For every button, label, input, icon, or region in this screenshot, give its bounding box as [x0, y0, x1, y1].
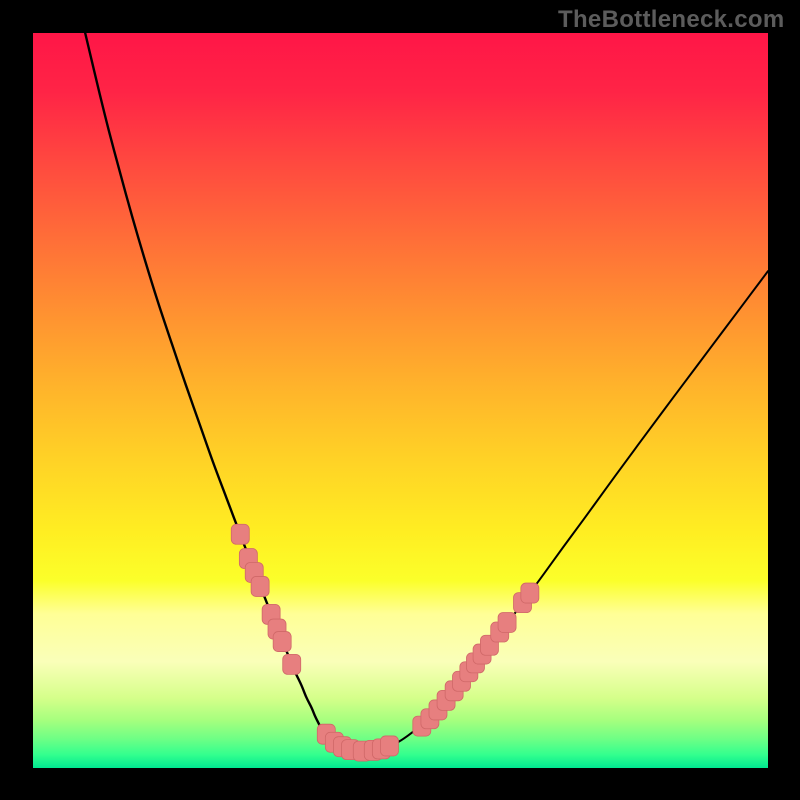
marker-left-arm-7	[283, 654, 301, 674]
marker-right-arm-11	[498, 612, 516, 632]
marker-left-arm-6	[273, 632, 291, 652]
curve-right	[355, 271, 768, 751]
watermark-text: TheBottleneck.com	[558, 6, 784, 34]
marker-right-arm-13	[521, 583, 539, 603]
curve-overlay	[33, 33, 768, 768]
marker-bottom-cluster-7	[380, 736, 398, 756]
marker-left-arm-3	[251, 576, 269, 596]
marker-left-arm-0	[231, 524, 249, 544]
curve-left	[85, 33, 355, 751]
plot-area	[33, 33, 768, 768]
figure-root: TheBottleneck.com	[0, 0, 800, 800]
